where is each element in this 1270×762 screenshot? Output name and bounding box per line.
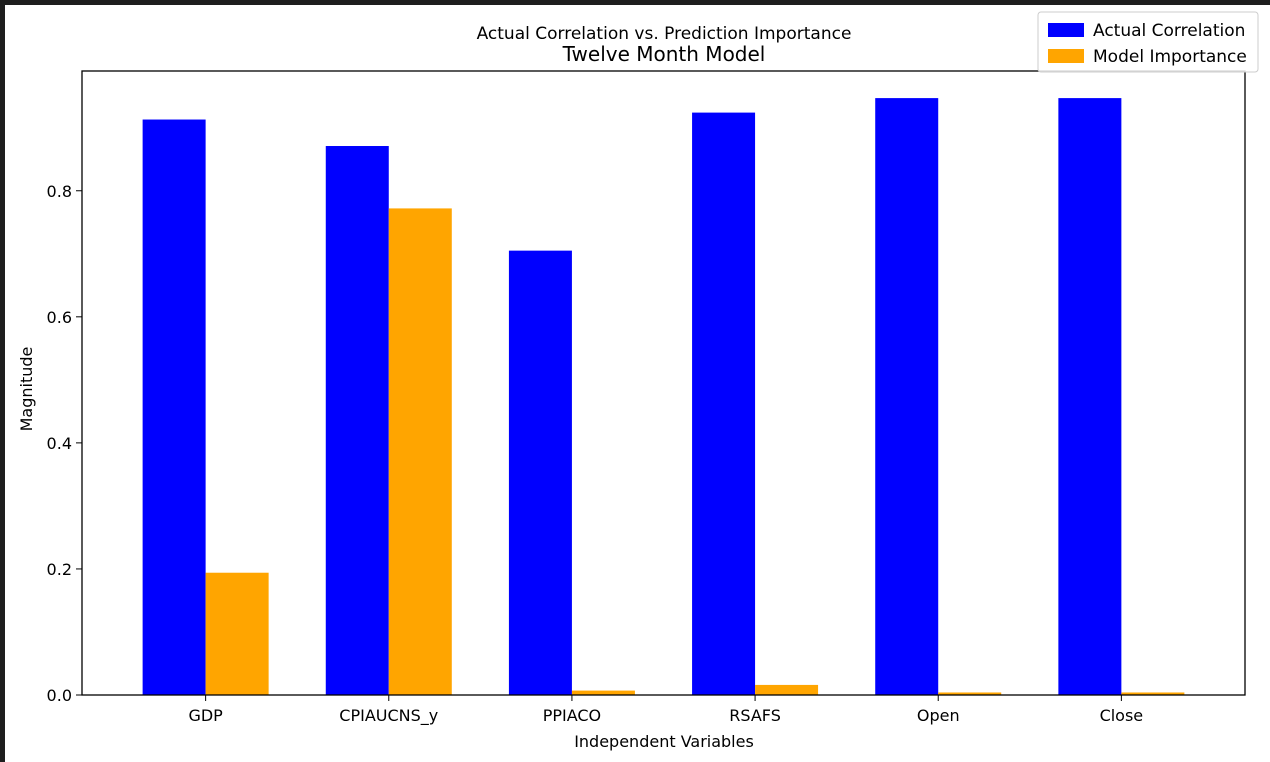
bar-actual-correlation-cpiaucns_y [325, 146, 389, 695]
bar-chart: Actual Correlation vs. Prediction Import… [17, 11, 1259, 751]
x-tick-label: Close [1100, 706, 1144, 725]
axes-frame [81, 70, 1246, 696]
bar-actual-correlation-open [875, 98, 939, 696]
y-ticks-group: 0.0 0.2 0.4 0.6 0.8 [47, 182, 82, 705]
legend-label: Model Importance [1093, 47, 1247, 67]
x-tick-label: PPIACO [543, 706, 601, 725]
x-tick-label: RSAFS [729, 706, 781, 725]
y-tick-label: 0.0 [47, 686, 72, 705]
legend-label: Actual Correlation [1093, 21, 1245, 41]
bar-actual-correlation-gdp [142, 119, 206, 695]
x-ticks-group: GDP CPIAUCNS_y PPIACO RSAFS Open Close [188, 695, 1143, 726]
y-tick-label: 0.4 [47, 434, 72, 453]
y-tick-label: 0.6 [47, 308, 72, 327]
bar-model-importance-gdp [205, 572, 269, 695]
chart-subtitle: Twelve Month Model [562, 42, 766, 66]
bar-actual-correlation-rsafs [692, 112, 756, 696]
y-tick-label: 0.8 [47, 182, 72, 201]
bar-model-importance-open [938, 692, 1002, 695]
legend-swatch [1048, 23, 1084, 37]
bar-actual-correlation-ppiaco [508, 250, 572, 695]
x-tick-label: GDP [188, 706, 223, 725]
chart-figure: Actual Correlation vs. Prediction Import… [5, 5, 1270, 762]
chart-title: Actual Correlation vs. Prediction Import… [477, 24, 852, 44]
bar-model-importance-ppiaco [571, 690, 635, 695]
bar-actual-correlation-close [1058, 98, 1122, 696]
x-tick-label: Open [917, 706, 960, 725]
legend-box [1037, 11, 1259, 73]
bar-model-importance-cpiaucns_y [388, 208, 452, 695]
bar-model-importance-rsafs [755, 684, 819, 695]
x-axis-label: Independent Variables [574, 732, 754, 751]
bar-model-importance-close [1121, 692, 1185, 695]
legend: Actual Correlation Model Importance [1037, 11, 1259, 73]
legend-swatch [1048, 49, 1084, 63]
bars-group [142, 98, 1185, 696]
x-tick-label: CPIAUCNS_y [339, 706, 438, 726]
y-tick-label: 0.2 [47, 560, 72, 579]
y-axis-label: Magnitude [17, 347, 36, 432]
